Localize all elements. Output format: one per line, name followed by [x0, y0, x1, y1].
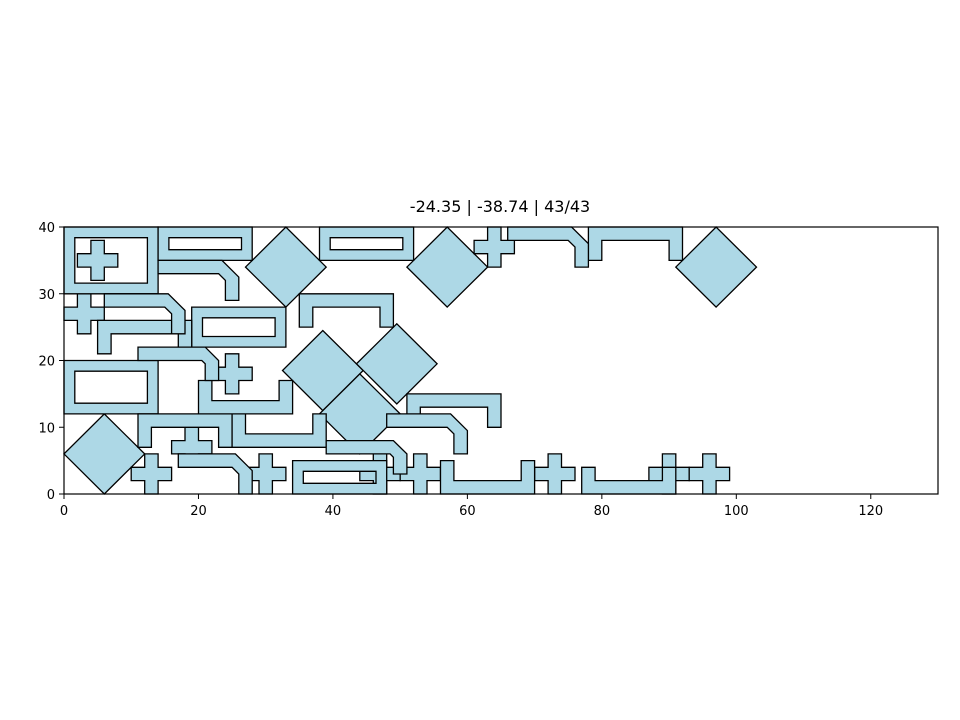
- piece-frame-24: [63, 359, 159, 415]
- piece-ell-41: [325, 439, 408, 475]
- piece-ell-35: [157, 259, 240, 302]
- y-tick-label: 40: [38, 221, 55, 236]
- piece-cross-16: [399, 453, 442, 495]
- piece-diamond-5: [355, 322, 439, 405]
- piece-channel-34: [197, 379, 294, 415]
- chart-title: -24.35 | -38.74 | 43/43: [410, 197, 590, 216]
- piece-ell-38: [507, 226, 590, 268]
- y-tick-label: 30: [38, 288, 55, 303]
- piece-channel-33: [231, 413, 327, 448]
- piece-channel-29: [587, 226, 684, 262]
- y-tick-label: 10: [38, 421, 55, 436]
- piece-cross-17: [533, 453, 576, 495]
- piece-frame-22: [318, 226, 415, 262]
- x-tick-label: 100: [724, 504, 749, 519]
- x-axis: 0 20 40 60 80 100 120: [60, 494, 883, 519]
- x-tick-label: 40: [325, 504, 342, 519]
- x-tick-label: 60: [459, 504, 476, 519]
- x-tick-label: 80: [594, 504, 611, 519]
- piece-channel-27: [298, 293, 395, 328]
- y-axis: 0 10 20 30 40: [38, 221, 64, 503]
- piece-ell-36: [103, 293, 186, 335]
- piece-ell-40: [177, 453, 253, 495]
- piece-frame-23: [191, 306, 287, 348]
- x-tick-label: 20: [190, 504, 207, 519]
- piece-ell-37: [137, 346, 220, 382]
- piece-channel-31: [439, 459, 536, 495]
- x-tick-label: 0: [60, 504, 68, 519]
- piece-cross-19: [688, 453, 731, 495]
- piece-diamond-3: [674, 226, 758, 309]
- piece-frame-21: [157, 226, 253, 262]
- piece-ell-39: [386, 413, 469, 455]
- y-tick-label: 20: [38, 355, 55, 370]
- piece-channel-30: [137, 413, 233, 448]
- piece-diamond-7: [63, 412, 146, 495]
- piece-cross-13: [130, 453, 173, 495]
- x-tick-label: 120: [858, 504, 883, 519]
- piece-cross-8: [76, 239, 119, 282]
- pieces-layer: [63, 226, 758, 495]
- piece-diamond-2: [405, 226, 489, 309]
- y-tick-label: 0: [47, 488, 55, 503]
